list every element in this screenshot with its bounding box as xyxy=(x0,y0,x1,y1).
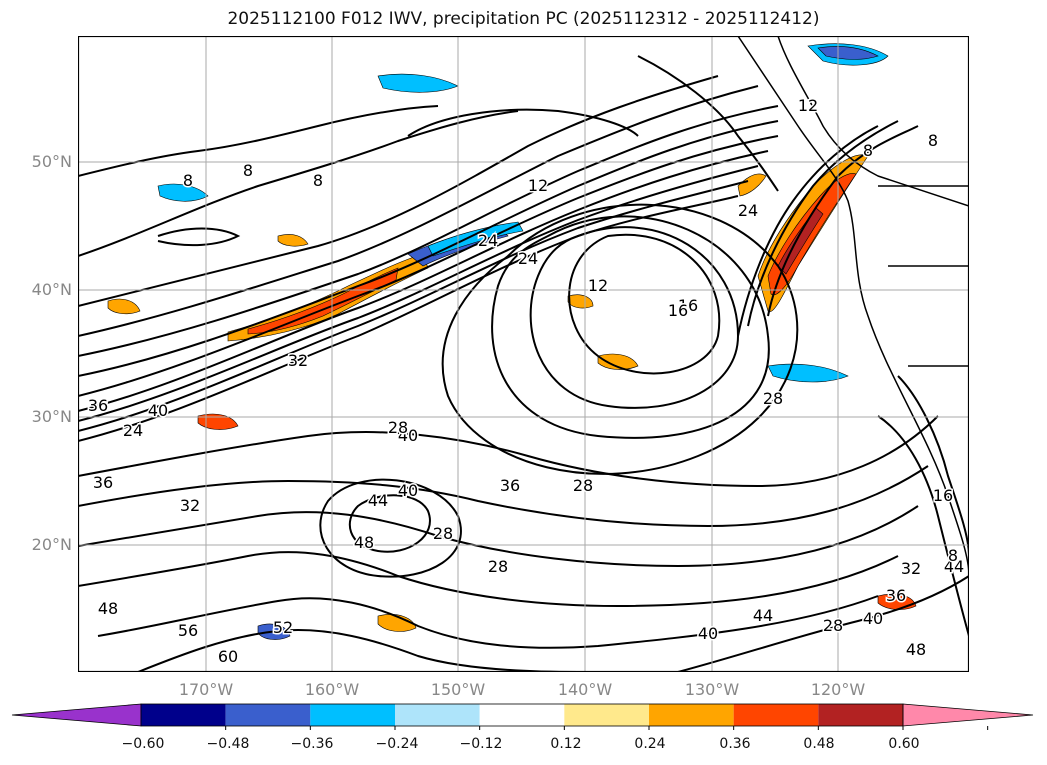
gridlines xyxy=(78,36,969,672)
contour-label: 32 xyxy=(288,351,308,370)
contour-label: 24 xyxy=(738,201,758,220)
contour-label: 12 xyxy=(798,96,818,115)
contour-label: 44 xyxy=(944,557,964,576)
contour-label: 36 xyxy=(88,396,108,415)
lon-label-150w: 150°W xyxy=(430,680,486,699)
contour-label: 48 xyxy=(354,533,374,552)
colorbar-tick-label: 0.48 xyxy=(803,736,835,752)
colorbar-extension-low xyxy=(11,703,142,727)
contour-label: 28 xyxy=(573,476,593,495)
contour-label: 40 xyxy=(148,401,168,420)
contour-label: 36 xyxy=(93,473,113,492)
contour-label: 36 xyxy=(886,586,906,605)
lat-label-40n: 40°N xyxy=(31,280,72,299)
colorbar-tick-label: 0.36 xyxy=(719,736,751,752)
contour-label: 36 xyxy=(500,476,520,495)
colorbar-segment xyxy=(649,704,734,726)
lon-label-140w: 140°W xyxy=(557,680,613,699)
lon-label-130w: 130°W xyxy=(684,680,740,699)
contour-label: 40 xyxy=(398,426,418,445)
lat-label-30n: 30°N xyxy=(31,407,72,426)
lat-label-50n: 50°N xyxy=(31,152,72,171)
contour-label: 28 xyxy=(433,524,453,543)
contour-label: 8 xyxy=(313,171,323,190)
colorbar-tick-label: 0.60 xyxy=(888,736,920,752)
colorbar-segment xyxy=(818,704,903,726)
contour-label: 28 xyxy=(823,616,843,635)
colorbar-tick-label: 0.12 xyxy=(550,736,582,752)
contour-label: 16 xyxy=(668,301,688,320)
contour-label: 48 xyxy=(98,599,118,618)
contour-label: 12 xyxy=(588,276,608,295)
contour-label: 16 xyxy=(933,486,953,505)
contour-label: 44 xyxy=(368,491,388,510)
contour-label: 28 xyxy=(763,389,783,408)
iwv-contours xyxy=(78,55,969,672)
contour-label: 8 xyxy=(928,131,938,150)
contour-label: 16 xyxy=(678,296,698,315)
colorbar-segment xyxy=(564,704,649,726)
contour-label: 12 xyxy=(528,176,548,195)
contour-label: 60 xyxy=(218,647,238,666)
colorbar-segment xyxy=(395,704,480,726)
map-title: 2025112100 F012 IWV, precipitation PC (2… xyxy=(227,9,820,29)
colorbar-segment xyxy=(141,704,226,726)
colorbar-segment xyxy=(225,704,311,726)
contour-label: 40 xyxy=(698,624,718,643)
contour-label: 8 xyxy=(183,171,193,190)
colorbar-tick-label: −0.60 xyxy=(121,736,165,752)
lon-label-160w: 160°W xyxy=(304,680,360,699)
colorbar-segment xyxy=(310,704,395,726)
contour-label: 8 xyxy=(243,161,253,180)
contour-label: 40 xyxy=(398,481,418,500)
contour-label: 48 xyxy=(906,640,926,659)
contour-label: 52 xyxy=(273,618,293,637)
contour-label: 40 xyxy=(863,609,883,628)
colorbar-tick-label: 0.24 xyxy=(634,736,666,752)
contour-label: 24 xyxy=(478,231,498,250)
colorbar-segment xyxy=(479,704,565,726)
contour-label: 8 xyxy=(863,141,873,160)
contour-label: 56 xyxy=(178,621,198,640)
colorbar-tick-label: −0.48 xyxy=(206,736,250,752)
contour-label: 24 xyxy=(518,249,538,268)
coastline xyxy=(737,36,969,577)
contour-label: 32 xyxy=(901,559,921,578)
contour-label: 44 xyxy=(753,606,773,625)
colorbar-tick-label: −0.12 xyxy=(459,736,503,752)
colorbar-extension-high xyxy=(902,703,1034,727)
contour-label: 8 xyxy=(948,546,958,565)
lon-label-120w: 120°W xyxy=(810,680,866,699)
contour-label: 28 xyxy=(388,418,408,437)
colorbar-tick-label: −0.24 xyxy=(375,736,419,752)
colorbar-segment xyxy=(733,704,819,726)
lat-label-20n: 20°N xyxy=(31,535,72,554)
lon-label-170w: 170°W xyxy=(178,680,234,699)
colorbar xyxy=(11,703,1034,730)
colorbar-tick-label: −0.36 xyxy=(290,736,334,752)
contour-label: 32 xyxy=(180,496,200,515)
colorbar-border xyxy=(140,703,904,727)
contour-label: 24 xyxy=(123,421,143,440)
contour-label: 28 xyxy=(488,557,508,576)
